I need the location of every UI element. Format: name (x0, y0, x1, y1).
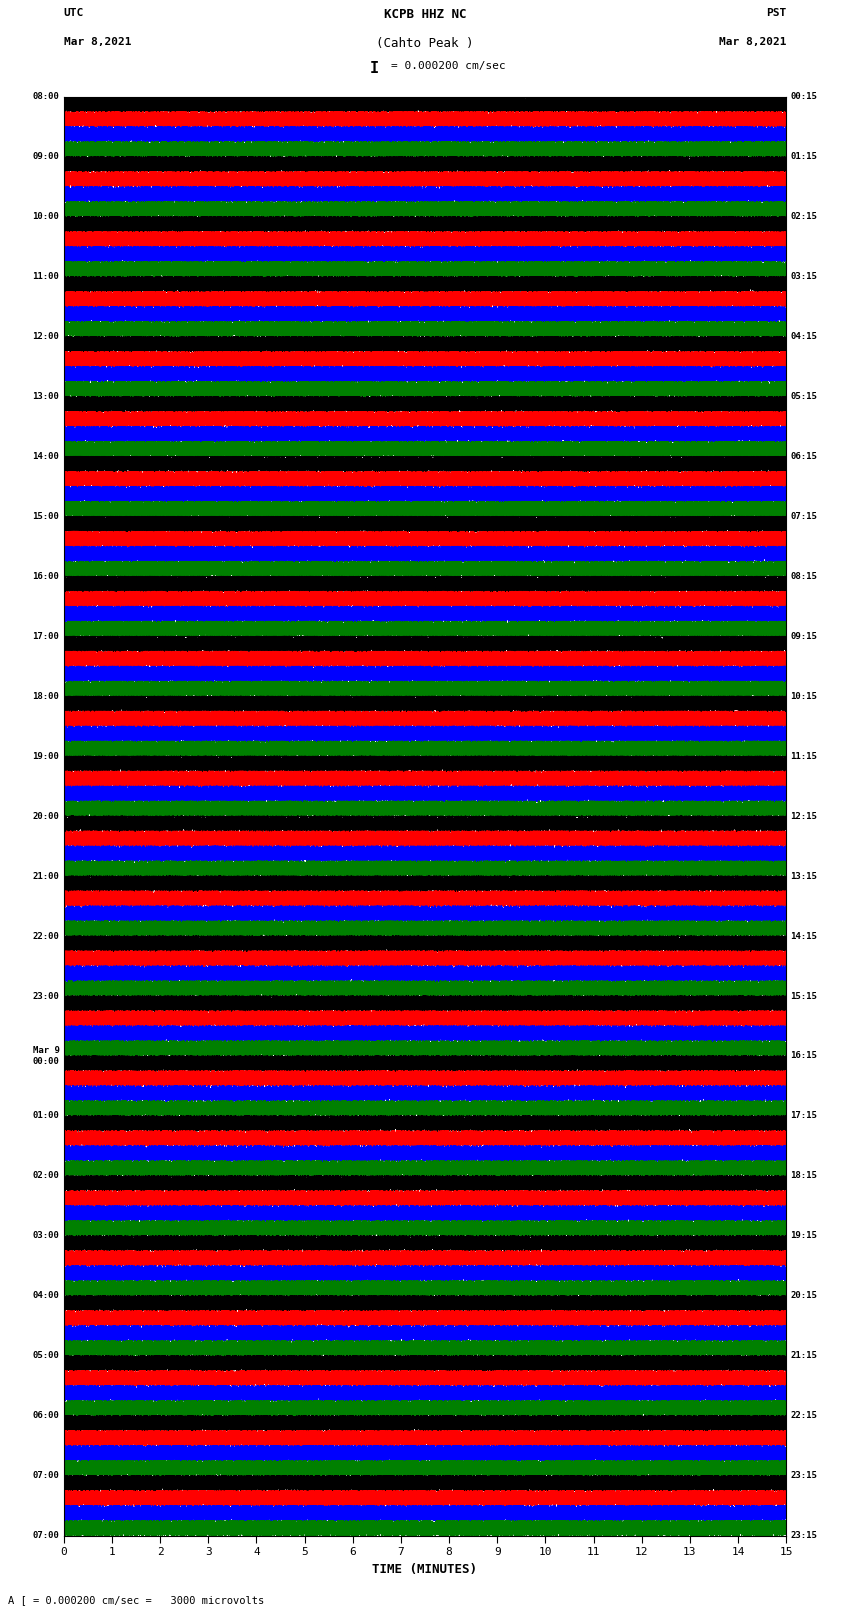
Text: 08:15: 08:15 (790, 573, 818, 581)
Text: 01:15: 01:15 (790, 152, 818, 161)
Text: 09:15: 09:15 (790, 632, 818, 640)
Text: 11:00: 11:00 (32, 273, 60, 281)
Text: 10:00: 10:00 (32, 213, 60, 221)
Text: 20:00: 20:00 (32, 811, 60, 821)
Text: 01:00: 01:00 (32, 1111, 60, 1121)
Text: 17:15: 17:15 (790, 1111, 818, 1121)
Text: 13:00: 13:00 (32, 392, 60, 402)
Text: 02:15: 02:15 (790, 213, 818, 221)
Text: 05:00: 05:00 (32, 1352, 60, 1360)
Text: = 0.000200 cm/sec: = 0.000200 cm/sec (391, 61, 506, 71)
Text: 13:15: 13:15 (790, 871, 818, 881)
Text: Mar 9
00:00: Mar 9 00:00 (32, 1047, 60, 1066)
Text: KCPB HHZ NC: KCPB HHZ NC (383, 8, 467, 21)
Text: 04:15: 04:15 (790, 332, 818, 340)
Text: 14:00: 14:00 (32, 452, 60, 461)
Text: 18:15: 18:15 (790, 1171, 818, 1181)
Text: 20:15: 20:15 (790, 1292, 818, 1300)
Text: 19:15: 19:15 (790, 1231, 818, 1240)
Text: 11:15: 11:15 (790, 752, 818, 761)
Text: 02:00: 02:00 (32, 1171, 60, 1181)
Text: 21:00: 21:00 (32, 871, 60, 881)
Text: I: I (370, 61, 378, 76)
Text: 03:15: 03:15 (790, 273, 818, 281)
X-axis label: TIME (MINUTES): TIME (MINUTES) (372, 1563, 478, 1576)
Text: 07:00: 07:00 (32, 1471, 60, 1481)
Text: 06:00: 06:00 (32, 1411, 60, 1419)
Text: 22:00: 22:00 (32, 932, 60, 940)
Text: 23:15: 23:15 (790, 1531, 818, 1540)
Text: Mar 8,2021: Mar 8,2021 (719, 37, 786, 47)
Text: Mar 8,2021: Mar 8,2021 (64, 37, 131, 47)
Text: 16:00: 16:00 (32, 573, 60, 581)
Text: 12:00: 12:00 (32, 332, 60, 340)
Text: 06:15: 06:15 (790, 452, 818, 461)
Text: PST: PST (766, 8, 786, 18)
Text: 22:15: 22:15 (790, 1411, 818, 1419)
Text: 10:15: 10:15 (790, 692, 818, 700)
Text: 00:15: 00:15 (790, 92, 818, 102)
Text: 15:00: 15:00 (32, 511, 60, 521)
Text: 14:15: 14:15 (790, 932, 818, 940)
Text: 23:00: 23:00 (32, 992, 60, 1000)
Text: 07:00: 07:00 (32, 1531, 60, 1540)
Text: 05:15: 05:15 (790, 392, 818, 402)
Text: A [ = 0.000200 cm/sec =   3000 microvolts: A [ = 0.000200 cm/sec = 3000 microvolts (8, 1595, 264, 1605)
Text: 04:00: 04:00 (32, 1292, 60, 1300)
Text: (Cahto Peak ): (Cahto Peak ) (377, 37, 473, 50)
Text: 07:15: 07:15 (790, 511, 818, 521)
Text: 21:15: 21:15 (790, 1352, 818, 1360)
Text: 23:15: 23:15 (790, 1471, 818, 1481)
Text: 12:15: 12:15 (790, 811, 818, 821)
Text: 03:00: 03:00 (32, 1231, 60, 1240)
Text: 09:00: 09:00 (32, 152, 60, 161)
Text: 15:15: 15:15 (790, 992, 818, 1000)
Text: 18:00: 18:00 (32, 692, 60, 700)
Text: 17:00: 17:00 (32, 632, 60, 640)
Text: 08:00: 08:00 (32, 92, 60, 102)
Text: UTC: UTC (64, 8, 84, 18)
Text: 16:15: 16:15 (790, 1052, 818, 1060)
Text: 19:00: 19:00 (32, 752, 60, 761)
